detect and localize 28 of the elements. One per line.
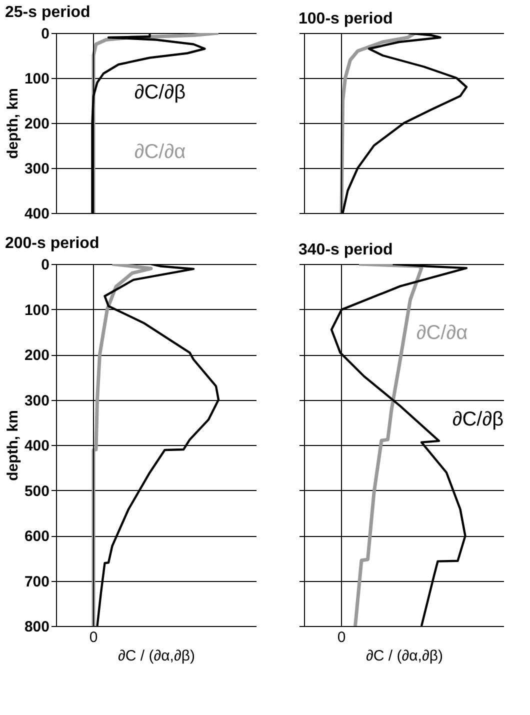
y-tick-label: 500: [24, 482, 50, 500]
y-tick-label: 400: [24, 206, 50, 222]
y-tick-label: 300: [24, 392, 50, 410]
y-tick-label: 600: [24, 528, 50, 545]
x-axis-title: ∂C / (∂α,∂β): [366, 648, 444, 664]
y-tick-label: 0: [41, 256, 50, 274]
y-tick-label: 0: [41, 26, 50, 42]
text: ∂C/∂α: [134, 140, 186, 163]
y-tick-label: 200: [24, 347, 50, 364]
y-tick-label: 100: [24, 302, 50, 319]
series-label: ∂C/∂β: [452, 408, 504, 431]
y-axis-title: depth, km: [4, 410, 22, 481]
chart-title: 340-s period: [298, 242, 393, 258]
text: 0: [89, 629, 98, 646]
y-tick-label: 800: [24, 618, 50, 636]
y-tick-label: 100: [24, 70, 50, 88]
x-axis-title: ∂C / (∂α,∂β): [118, 648, 196, 664]
y-tick-label: 200: [24, 116, 50, 132]
text: 0: [337, 629, 346, 646]
series-label: ∂C/∂β: [134, 81, 186, 104]
y-tick-label: 700: [24, 573, 50, 590]
chart-title: 25-s period: [4, 4, 90, 21]
y-tick-label: 300: [24, 160, 50, 178]
series-label: ∂C/∂α: [416, 322, 468, 344]
y-tick-label: 400: [24, 438, 50, 454]
chart-title: 100-s period: [298, 10, 393, 28]
y-axis-title: depth, km: [4, 88, 22, 159]
chart-title: 200-s period: [4, 235, 100, 252]
